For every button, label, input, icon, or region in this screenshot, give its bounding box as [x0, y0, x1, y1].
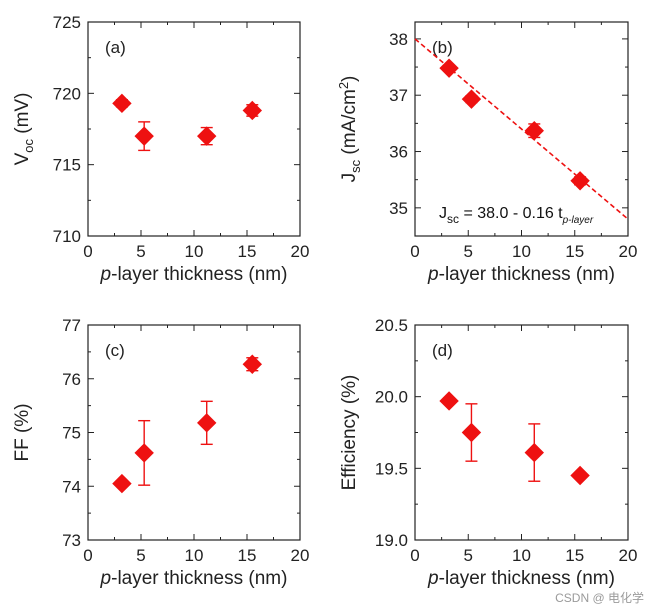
data-point: [112, 473, 132, 494]
x-tick-label: 5: [136, 546, 145, 565]
y-axis-label: Voc (mV): [12, 93, 36, 166]
panel-label: (c): [105, 341, 125, 360]
x-tick-label: 0: [83, 546, 92, 565]
diamond-marker: [461, 422, 482, 443]
x-tick-label: 15: [565, 546, 584, 565]
data-point: [461, 403, 482, 462]
x-axis-label: p-layer thickness (nm): [427, 264, 615, 285]
data-point: [197, 126, 217, 146]
diamond-marker: [439, 58, 459, 78]
data-point: [439, 391, 459, 411]
x-axis-label: p-layer thickness (nm): [100, 568, 288, 589]
data-point: [524, 120, 544, 141]
x-tick-label: 10: [185, 242, 204, 261]
y-tick-label: 720: [53, 84, 81, 103]
panel-d: 0 5 10 15 20 19.0 19.5 20.0 20.5 p-layer thicknes…: [339, 316, 637, 589]
y-tick-label: 20.0: [375, 388, 408, 407]
x-tick-label: 10: [512, 242, 531, 261]
y-tick-label: 19.5: [375, 459, 408, 478]
diamond-marker: [461, 89, 482, 109]
diamond-marker: [242, 354, 263, 374]
x-tick-label: 5: [464, 242, 473, 261]
panel-c: 0 5 10 15 20 73 74 75 76 77 p-layer thickness (nm)…: [12, 316, 309, 589]
y-axis-label: Efficiency (%): [339, 375, 360, 491]
data-point: [524, 423, 544, 482]
y-tick-label: 75: [62, 424, 81, 443]
x-tick-label: 15: [238, 546, 257, 565]
x-tick-label: 0: [410, 546, 419, 565]
data-point: [570, 465, 590, 486]
x-tick-label: 10: [185, 546, 204, 565]
watermark: CSDN @ 电化学: [555, 591, 644, 605]
data-point: [134, 121, 154, 152]
panel-label: (d): [432, 341, 453, 360]
y-tick-label: 37: [389, 86, 408, 105]
y-tick-label: 35: [389, 199, 408, 218]
y-tick-label: 20.5: [375, 316, 408, 335]
x-axis-label: p-layer thickness (nm): [100, 264, 288, 285]
diamond-marker: [112, 93, 132, 114]
fit-line: [414, 38, 629, 220]
diamond-marker: [242, 100, 263, 121]
y-tick-label: 38: [389, 30, 408, 49]
x-axis-label: p-layer thickness (nm): [427, 568, 615, 589]
x-tick-label: 0: [410, 242, 419, 261]
y-tick-label: 36: [389, 143, 408, 162]
x-tick-label: 20: [291, 242, 310, 261]
y-tick-label: 77: [62, 316, 81, 335]
diamond-marker: [112, 473, 132, 494]
y-tick-label: 19.0: [375, 531, 408, 550]
diamond-marker: [197, 413, 217, 433]
diamond-marker: [439, 391, 459, 411]
y-tick-label: 73: [62, 531, 81, 550]
data-point: [461, 89, 482, 109]
panel-b: 0 5 10 15 20 35 36 37 38 p-layer thickness (nm) Js…: [336, 21, 638, 285]
x-tick-label: 20: [619, 242, 638, 261]
y-axis-label: Jsc (mA/cm2): [336, 76, 363, 183]
y-tick-label: 76: [62, 370, 81, 389]
x-tick-label: 5: [464, 546, 473, 565]
y-tick-label: 715: [53, 156, 81, 175]
diamond-marker: [134, 443, 154, 463]
y-tick-label: 74: [62, 477, 81, 496]
diamond-marker: [524, 442, 544, 463]
data-point: [134, 419, 154, 486]
x-tick-label: 20: [291, 546, 310, 565]
diamond-marker: [570, 465, 590, 486]
y-tick-label: 710: [53, 227, 81, 246]
data-point: [197, 400, 217, 446]
diamond-marker: [197, 126, 217, 146]
x-tick-label: 10: [512, 546, 531, 565]
data-point: [242, 100, 263, 121]
data-point: [112, 93, 132, 114]
x-tick-label: 0: [83, 242, 92, 261]
data-point: [570, 171, 590, 191]
x-tick-label: 15: [238, 242, 257, 261]
panel-a: 0 5 10 15 20 710 715 720 725 p-layer thickness (n…: [12, 13, 309, 285]
data-point: [439, 58, 459, 78]
x-tick-label: 15: [565, 242, 584, 261]
fit-equation: Jsc = 38.0 - 0.16 tp-layer: [439, 205, 594, 226]
diamond-marker: [134, 126, 154, 146]
diamond-marker: [524, 120, 544, 141]
y-tick-label: 725: [53, 13, 81, 32]
diamond-marker: [570, 171, 590, 191]
panel-label: (b): [432, 38, 453, 57]
x-tick-label: 5: [136, 242, 145, 261]
x-tick-label: 20: [619, 546, 638, 565]
data-point: [242, 354, 263, 374]
y-axis-label: FF (%): [12, 403, 33, 461]
panel-label: (a): [105, 38, 126, 57]
